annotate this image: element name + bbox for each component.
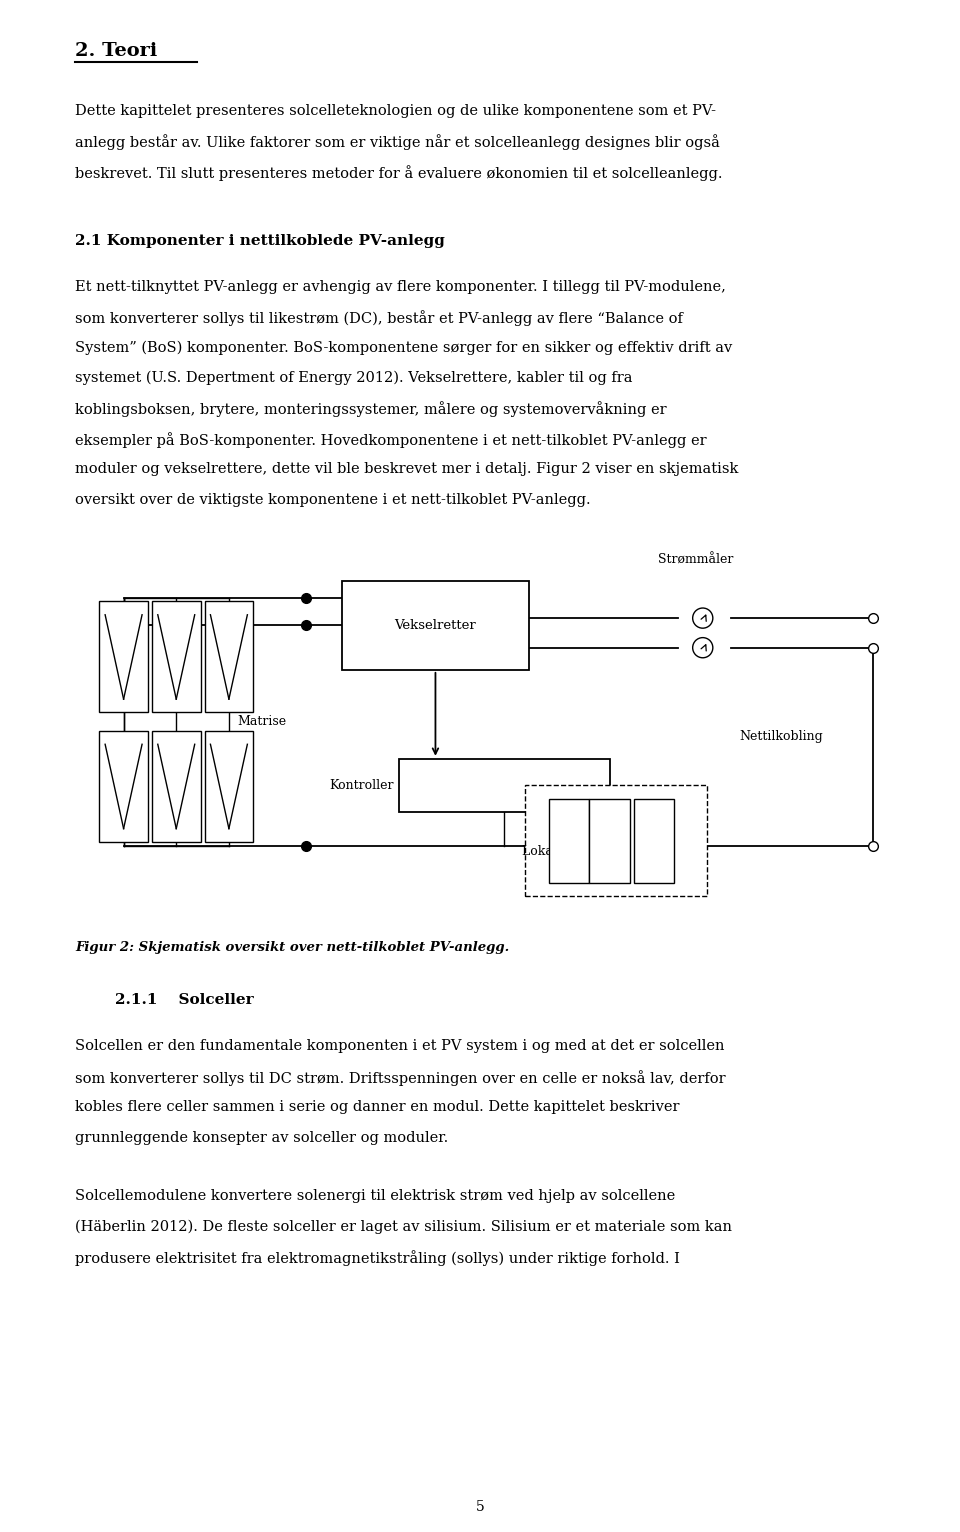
Text: 2.1 Komponenter i nettilkoblede PV-anlegg: 2.1 Komponenter i nettilkoblede PV-anleg…	[75, 233, 444, 248]
Bar	[549, 800, 589, 882]
Bar	[152, 731, 201, 843]
Bar	[152, 602, 201, 712]
Text: moduler og vekselrettere, dette vil ble beskrevet mer i detalj. Figur 2 viser en: moduler og vekselrettere, dette vil ble …	[75, 463, 738, 476]
Bar	[343, 581, 529, 669]
Text: produsere elektrisitet fra elektromagnetikstråling (sollys) under riktige forhol: produsere elektrisitet fra elektromagnet…	[75, 1250, 680, 1267]
Circle shape	[693, 637, 713, 657]
Bar	[204, 731, 253, 843]
Bar	[589, 800, 630, 882]
Bar	[204, 602, 253, 712]
Text: beskrevet. Til slutt presenteres metoder for å evaluere økonomien til et solcell: beskrevet. Til slutt presenteres metoder…	[75, 165, 723, 181]
Text: Dette kapittelet presenteres solcelleteknologien og de ulike komponentene som et: Dette kapittelet presenteres solcelletek…	[75, 104, 716, 118]
Text: Figur 2: Skjematisk oversikt over nett-tilkoblet PV-anlegg.: Figur 2: Skjematisk oversikt over nett-t…	[75, 942, 509, 954]
Circle shape	[693, 608, 713, 628]
Text: 5: 5	[475, 1500, 485, 1514]
Text: 2. Teori: 2. Teori	[75, 41, 157, 60]
Text: Kontroller: Kontroller	[329, 780, 394, 792]
Text: Lokal last: Lokal last	[521, 846, 584, 858]
Text: som konverterer sollys til DC strøm. Driftsspenningen over en celle er nokså lav: som konverterer sollys til DC strøm. Dri…	[75, 1069, 726, 1086]
Text: Matrise: Matrise	[237, 715, 286, 728]
Text: oversikt over de viktigste komponentene i et nett-tilkoblet PV-anlegg.: oversikt over de viktigste komponentene …	[75, 493, 590, 507]
Bar	[399, 758, 610, 812]
Text: 2.1.1    Solceller: 2.1.1 Solceller	[115, 993, 253, 1008]
Bar	[99, 731, 148, 843]
Text: systemet (U.S. Depertment of Energy 2012). Vekselrettere, kabler til og fra: systemet (U.S. Depertment of Energy 2012…	[75, 371, 633, 386]
Text: koblingsboksen, brytere, monteringssystemer, målere og systemovervåkning er: koblingsboksen, brytere, monteringssyste…	[75, 401, 666, 417]
Text: anlegg består av. Ulike faktorer som er viktige når et solcelleanlegg designes b: anlegg består av. Ulike faktorer som er …	[75, 135, 720, 150]
Text: Solcellemodulene konvertere solenergi til elektrisk strøm ved hjelp av solcellen: Solcellemodulene konvertere solenergi ti…	[75, 1189, 675, 1204]
Text: (Häberlin 2012). De fleste solceller er laget av silisium. Silisium er et materi: (Häberlin 2012). De fleste solceller er …	[75, 1219, 732, 1235]
Text: System” (BoS) komponenter. BoS-komponentene sørger for en sikker og effektiv dri: System” (BoS) komponenter. BoS-komponent…	[75, 340, 732, 355]
Text: eksempler på BoS-komponenter. Hovedkomponentene i et nett-tilkoblet PV-anlegg er: eksempler på BoS-komponenter. Hovedkompo…	[75, 432, 707, 447]
Text: Nettilkobling: Nettilkobling	[739, 731, 823, 743]
Text: som konverterer sollys til likestrøm (DC), består et PV-anlegg av flere “Balance: som konverterer sollys til likestrøm (DC…	[75, 309, 683, 326]
Bar	[99, 602, 148, 712]
Text: kobles flere celler sammen i serie og danner en modul. Dette kapittelet beskrive: kobles flere celler sammen i serie og da…	[75, 1100, 680, 1114]
Bar	[524, 784, 707, 896]
Bar	[634, 800, 674, 882]
Text: Vekselretter: Vekselretter	[395, 619, 476, 633]
Text: grunnleggende konsepter av solceller og moduler.: grunnleggende konsepter av solceller og …	[75, 1131, 448, 1144]
Text: Solcellen er den fundamentale komponenten i et PV system i og med at det er solc: Solcellen er den fundamentale komponente…	[75, 1040, 725, 1054]
Text: Strømmåler: Strømmåler	[659, 553, 733, 567]
Text: Et nett-tilknyttet PV-anlegg er avhengig av flere komponenter. I tillegg til PV-: Et nett-tilknyttet PV-anlegg er avhengig…	[75, 279, 726, 294]
